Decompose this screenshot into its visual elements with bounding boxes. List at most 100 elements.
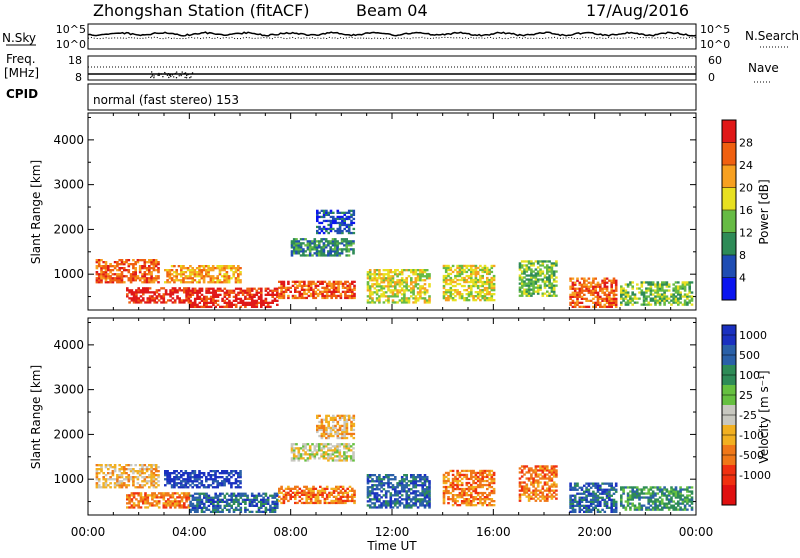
power-cell <box>631 300 634 302</box>
power-cell <box>592 294 595 296</box>
power-cell <box>271 294 274 296</box>
velocity-cell <box>452 496 455 498</box>
velocity-cell <box>102 486 105 488</box>
power-cell <box>348 218 351 220</box>
power-cell <box>620 289 623 291</box>
power-cell <box>96 273 99 275</box>
velocity-cell <box>226 501 229 503</box>
velocity-cell <box>265 495 268 497</box>
velocity-cell <box>537 485 540 487</box>
power-cell <box>210 269 213 271</box>
power-cell <box>654 295 657 297</box>
power-cell <box>221 290 224 292</box>
power-cell <box>574 306 577 308</box>
power-cell <box>296 291 299 293</box>
velocity-cell <box>189 478 192 480</box>
velocity-cell <box>367 496 370 498</box>
power-cell <box>98 265 101 267</box>
power-cell <box>210 267 213 269</box>
power-cell <box>634 298 637 300</box>
power-cell <box>481 295 484 297</box>
velocity-cell <box>102 478 105 480</box>
velocity-cell <box>399 492 402 494</box>
power-cell <box>327 212 330 214</box>
power-cell <box>312 295 315 297</box>
power-cell <box>647 302 650 304</box>
power-cell <box>530 278 533 280</box>
power-cell <box>352 250 355 252</box>
power-cell <box>523 272 526 274</box>
power-cell <box>144 289 147 291</box>
velocity-cell <box>353 437 356 439</box>
power-cell <box>212 290 215 292</box>
power-cell <box>235 300 238 302</box>
velocity-cell <box>493 472 496 474</box>
velocity-cell <box>224 505 227 507</box>
power-cell <box>470 285 473 287</box>
velocity-cell <box>583 505 586 507</box>
power-cell <box>535 276 538 278</box>
power-cell <box>137 261 140 263</box>
power-cell <box>385 285 388 287</box>
velocity-cell <box>339 453 342 455</box>
power-cell <box>352 248 355 250</box>
power-cell <box>572 292 575 294</box>
power-cell <box>663 293 666 295</box>
power-cell <box>585 286 588 288</box>
power-cell <box>216 275 219 277</box>
power-cell <box>324 289 327 291</box>
power-cell <box>426 301 429 303</box>
power-cell <box>594 278 597 280</box>
power-cell <box>652 298 655 300</box>
power-cell <box>271 296 274 298</box>
velocity-cell <box>606 493 609 495</box>
velocity-cell <box>572 499 575 501</box>
power-cell <box>622 298 625 300</box>
power-cell <box>583 294 586 296</box>
power-cell <box>320 248 323 250</box>
velocity-cell <box>205 501 208 503</box>
power-cell <box>178 273 181 275</box>
velocity-cell <box>280 498 283 500</box>
velocity-cell <box>610 503 613 505</box>
power-cell <box>620 298 623 300</box>
velocity-cell <box>323 431 326 433</box>
velocity-cell <box>332 415 335 417</box>
velocity-cell <box>207 474 210 476</box>
velocity-cell <box>327 435 330 437</box>
power-cell <box>613 278 616 280</box>
velocity-cell <box>569 497 572 499</box>
velocity-cell <box>278 496 281 498</box>
velocity-cell <box>289 494 292 496</box>
power-cell <box>348 212 351 214</box>
velocity-cell <box>486 470 489 472</box>
velocity-cell <box>309 449 312 451</box>
velocity-cell <box>576 493 579 495</box>
power-cell <box>237 265 240 267</box>
velocity-cell <box>588 511 591 513</box>
power-colorbar-segment <box>722 210 736 233</box>
velocity-cell <box>546 483 549 485</box>
velocity-cell <box>212 486 215 488</box>
velocity-cell <box>594 501 597 503</box>
velocity-cell <box>470 472 473 474</box>
power-cell <box>484 271 487 273</box>
power-cell <box>419 279 422 281</box>
velocity-cell <box>150 478 153 480</box>
power-cell <box>463 269 466 271</box>
velocity-cell <box>183 494 186 496</box>
power-cell <box>226 271 229 273</box>
velocity-cell <box>214 493 217 495</box>
power-cell <box>419 273 422 275</box>
velocity-cell <box>421 478 424 480</box>
velocity-cell <box>318 415 321 417</box>
velocity-cell <box>235 472 238 474</box>
power-cell <box>280 285 283 287</box>
velocity-cell <box>537 490 540 492</box>
velocity-cell <box>394 476 397 478</box>
velocity-cell <box>228 505 231 507</box>
power-cell <box>488 273 491 275</box>
power-cell <box>539 268 542 270</box>
power-cell <box>385 299 388 301</box>
